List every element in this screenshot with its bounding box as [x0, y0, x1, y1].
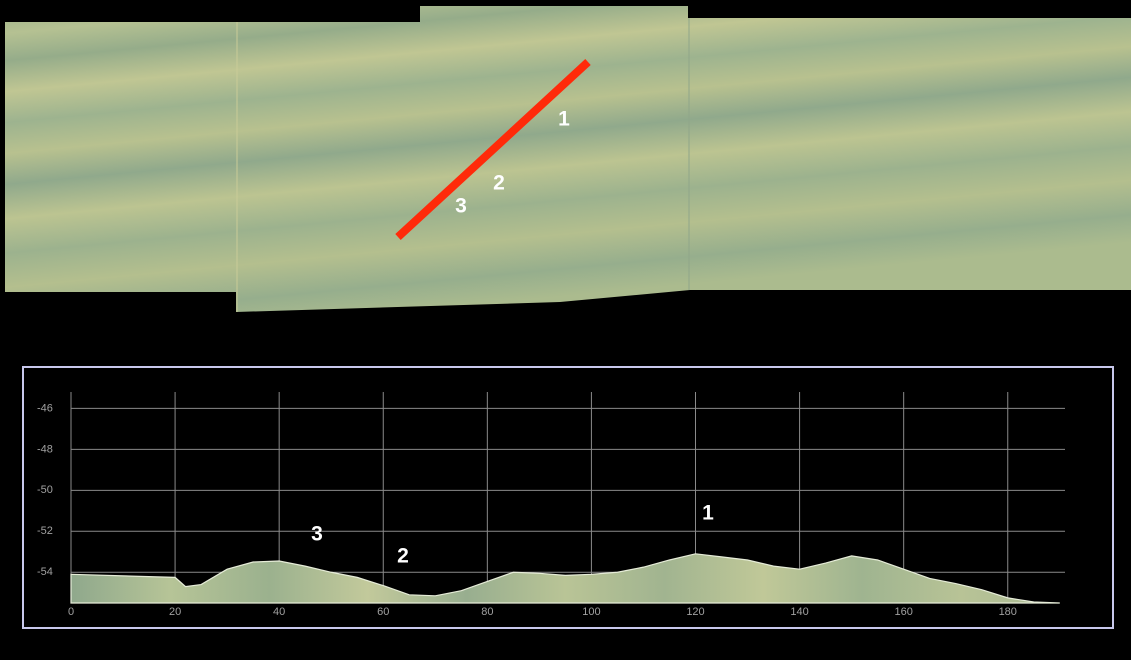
x-tick-label: 80	[481, 606, 493, 618]
map-label: 2	[493, 172, 505, 195]
map-label: 1	[558, 108, 570, 131]
y-tick-label: -54	[37, 566, 53, 578]
x-tick-label: 180	[999, 606, 1017, 618]
map-tile-seam	[688, 18, 690, 290]
x-tick-label: 0	[68, 606, 74, 618]
map-label: 3	[455, 195, 467, 218]
x-tick-label: 140	[790, 606, 808, 618]
x-tick-label: 20	[169, 606, 181, 618]
screen: 1 2 3 -46 -48 -50 -52 -54 0 20 40 60 80 100 120 140 160 1…	[0, 0, 1131, 660]
map-tile	[5, 6, 1131, 312]
y-tick-label: -50	[37, 484, 53, 496]
y-tick-label: -48	[37, 443, 53, 455]
map-tile-seam	[236, 22, 238, 312]
y-tick-label: -46	[37, 402, 53, 414]
annotation: 1	[702, 502, 714, 525]
x-tick-label: 40	[273, 606, 285, 618]
y-tick-label: -52	[37, 525, 53, 537]
x-tick-label: 60	[377, 606, 389, 618]
bathymetry-map	[5, 6, 1131, 312]
x-tick-label: 100	[582, 606, 600, 618]
x-tick-label: 120	[686, 606, 704, 618]
annotation: 2	[397, 545, 409, 568]
annotation: 3	[311, 523, 323, 546]
x-tick-label: 160	[894, 606, 912, 618]
